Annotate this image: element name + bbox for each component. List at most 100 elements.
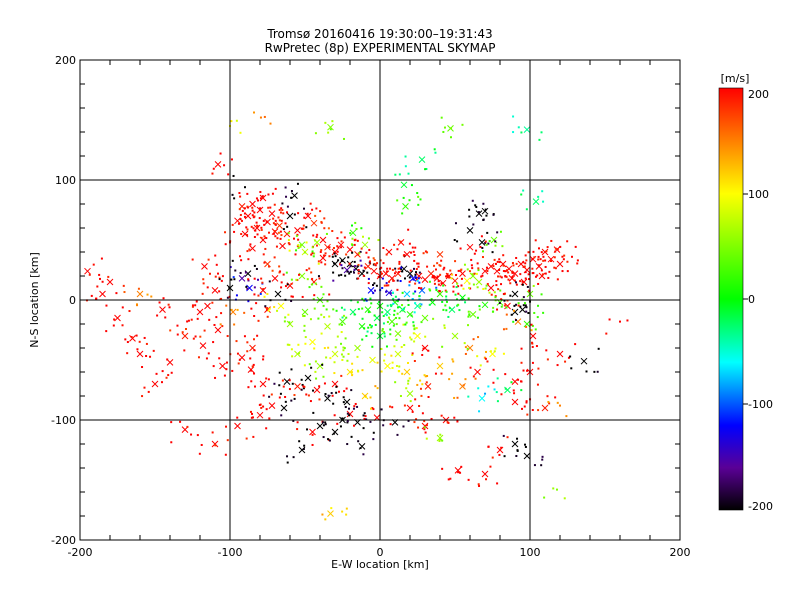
data-point-dot: [393, 313, 396, 316]
data-point-dot: [448, 276, 451, 279]
data-point-dot: [294, 253, 297, 256]
data-point-dot: [492, 213, 495, 216]
data-point-dot: [340, 246, 343, 249]
data-point-dot: [286, 205, 289, 208]
data-point-dot: [357, 269, 360, 272]
data-point-cross: [421, 276, 429, 283]
data-point-dot: [278, 396, 281, 399]
data-point-dot: [427, 349, 430, 352]
data-point-dot: [354, 402, 357, 405]
data-point-dot: [367, 277, 370, 280]
data-point-dot: [382, 331, 385, 334]
data-point-dot: [470, 258, 473, 261]
data-point-dot: [441, 300, 444, 303]
data-point-dot: [290, 282, 293, 285]
data-point-dot: [536, 383, 539, 386]
data-point-dot: [221, 275, 224, 278]
data-point-dot: [231, 259, 234, 262]
data-point-dot: [536, 274, 539, 277]
data-point-dot: [433, 282, 436, 285]
data-point-cross: [129, 335, 136, 342]
data-point-cross: [294, 350, 301, 358]
data-point-dot: [307, 394, 310, 397]
data-point-dot: [322, 293, 325, 296]
data-point-dot: [323, 227, 326, 230]
data-point-dot: [218, 276, 221, 279]
data-point-dot: [341, 323, 344, 326]
data-point-dot: [320, 332, 323, 335]
data-point-dot: [256, 233, 259, 236]
data-point-cross: [369, 356, 376, 364]
data-point-dot: [340, 306, 343, 309]
data-point-dot: [162, 297, 165, 300]
data-point-dot: [265, 220, 268, 223]
data-point-cross: [406, 270, 414, 277]
data-point-dot: [521, 407, 524, 410]
data-point-dot: [88, 273, 91, 276]
data-point-cross: [475, 278, 483, 286]
data-point-dot: [356, 253, 359, 256]
data-point-dot: [291, 382, 294, 385]
data-point-cross: [286, 212, 294, 220]
data-point-dot: [525, 310, 528, 313]
data-point-dot: [410, 184, 413, 187]
data-point-dot: [381, 329, 384, 332]
data-point-dot: [396, 279, 399, 282]
data-point-dot: [494, 244, 497, 247]
data-point-dot: [451, 372, 454, 375]
data-point-dot: [211, 431, 214, 434]
data-point-dot: [332, 402, 335, 405]
data-point-dot: [361, 338, 364, 341]
data-point-dot: [416, 383, 419, 386]
data-point-dot: [303, 364, 306, 367]
data-point-dot: [418, 281, 421, 284]
data-point-dot: [426, 375, 429, 378]
data-point-dot: [399, 280, 402, 283]
data-point-dot: [505, 313, 508, 316]
data-point-dot: [445, 300, 448, 303]
data-point-dot: [530, 329, 533, 332]
data-point-dot: [297, 244, 300, 247]
data-point-dot: [496, 308, 499, 311]
data-point-dot: [262, 355, 265, 358]
data-point-dot: [418, 298, 421, 301]
data-point-dot: [531, 258, 534, 261]
data-point-dot: [317, 260, 320, 263]
data-point-cross: [277, 302, 285, 310]
data-point-dot: [412, 324, 415, 327]
data-point-dot: [363, 299, 366, 302]
data-point-dot: [500, 305, 503, 308]
data-point-dot: [207, 352, 210, 355]
data-point-dot: [287, 232, 290, 235]
data-point-dot: [483, 356, 486, 359]
data-point-dot: [252, 435, 255, 438]
data-point-dot: [302, 448, 305, 451]
data-point-dot: [275, 245, 278, 248]
data-point-dot: [399, 240, 402, 243]
data-point-dot: [385, 314, 388, 317]
data-point-dot: [215, 316, 218, 319]
data-point-dot: [376, 262, 379, 265]
data-point-cross: [499, 260, 507, 268]
data-point-cross: [384, 362, 391, 370]
data-point-dot: [593, 370, 596, 373]
data-point-dot: [527, 251, 530, 254]
data-point-cross: [84, 267, 91, 275]
data-point-dot: [419, 387, 422, 390]
data-point-dot: [475, 205, 478, 208]
data-point-dot: [408, 284, 411, 287]
data-point-dot: [225, 361, 228, 364]
data-point-dot: [335, 385, 338, 388]
data-point-dot: [239, 218, 242, 221]
data-point-dot: [405, 321, 408, 324]
data-point-dot: [396, 433, 399, 436]
data-point-dot: [504, 387, 507, 390]
data-point-dot: [351, 362, 354, 365]
data-point-cross: [538, 272, 546, 280]
data-point-dot: [363, 417, 366, 420]
data-point-dot: [399, 394, 402, 397]
data-point-dot: [362, 453, 365, 456]
data-point-dot: [308, 267, 311, 270]
data-point-dot: [347, 407, 350, 410]
data-point-dot: [500, 298, 503, 301]
